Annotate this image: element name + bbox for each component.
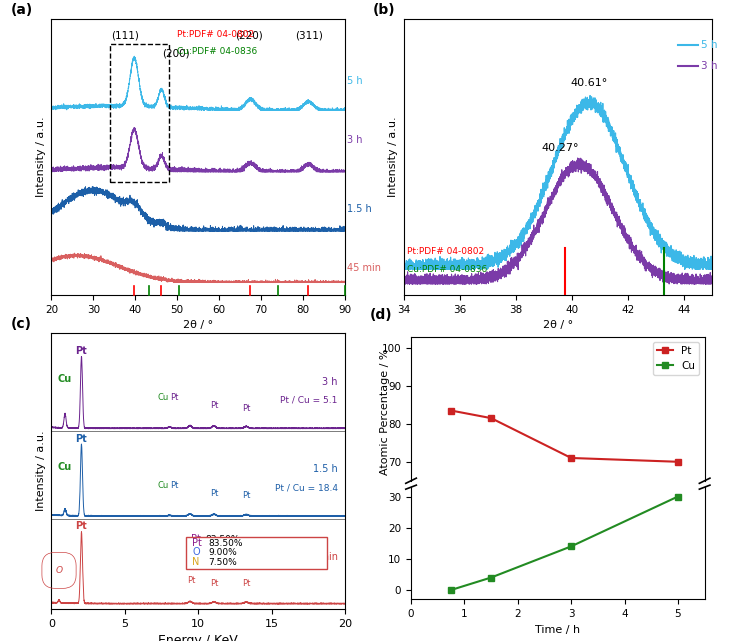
Text: 3 h: 3 h: [347, 135, 363, 145]
Text: Cu:PDF# 04-0836: Cu:PDF# 04-0836: [177, 47, 258, 56]
X-axis label: Time / h: Time / h: [535, 624, 581, 635]
X-axis label: 2θ / °: 2θ / °: [183, 320, 214, 330]
Text: Pt: Pt: [191, 534, 200, 544]
Text: (111): (111): [111, 31, 139, 41]
Text: Cu: Cu: [158, 394, 169, 403]
Text: Pt: Pt: [192, 538, 202, 548]
Text: Pt: Pt: [210, 488, 219, 497]
Text: O: O: [192, 547, 200, 558]
Y-axis label: Intensity / a.u.: Intensity / a.u.: [388, 117, 398, 197]
Text: 7.50%: 7.50%: [208, 558, 237, 567]
Text: O: O: [56, 566, 62, 575]
Text: (a): (a): [10, 3, 32, 17]
X-axis label: Energy / KeV: Energy / KeV: [159, 634, 238, 641]
Text: Atomic Percentage / %: Atomic Percentage / %: [380, 349, 390, 475]
Bar: [186, 537, 327, 569]
Text: 83.50%: 83.50%: [208, 539, 243, 548]
Text: Pt: Pt: [186, 576, 195, 585]
Text: 1.5 h: 1.5 h: [347, 204, 372, 213]
Text: 9.00%: 9.00%: [206, 547, 234, 556]
Text: 9.00%: 9.00%: [208, 548, 237, 558]
Text: Pt / Cu = 18.4: Pt / Cu = 18.4: [275, 483, 338, 492]
Text: 1.5 h: 1.5 h: [313, 465, 338, 474]
Text: Pt / Cu = 5.1: Pt / Cu = 5.1: [280, 396, 338, 405]
Text: (c): (c): [10, 317, 32, 331]
Legend: Pt, Cu: Pt, Cu: [653, 342, 700, 375]
X-axis label: 2θ / °: 2θ / °: [542, 320, 573, 330]
Text: N: N: [191, 557, 198, 567]
Y-axis label: Intensity / a.u.: Intensity / a.u.: [36, 117, 46, 197]
Text: 7.50%: 7.50%: [206, 558, 234, 567]
Text: 5 h: 5 h: [701, 40, 717, 49]
Text: Cu: Cu: [158, 481, 169, 490]
Text: Pt: Pt: [242, 491, 251, 500]
Text: (200): (200): [162, 48, 190, 58]
Text: Pt: Pt: [242, 579, 251, 588]
Text: (311): (311): [295, 31, 323, 41]
Text: Pt: Pt: [170, 481, 178, 490]
Text: Pt: Pt: [210, 579, 219, 588]
Text: Cu: Cu: [58, 462, 72, 472]
Text: N: N: [192, 557, 200, 567]
Text: Cu: Cu: [58, 374, 72, 384]
Bar: [110, 44, 169, 181]
Text: (220): (220): [235, 31, 262, 41]
Text: 5 h: 5 h: [347, 76, 363, 86]
Text: 3 h: 3 h: [701, 62, 717, 71]
Text: O: O: [191, 545, 198, 556]
Text: (d): (d): [370, 308, 393, 322]
Text: Pt: Pt: [76, 346, 87, 356]
Text: 83.50%: 83.50%: [206, 535, 240, 544]
Text: 45 min: 45 min: [347, 263, 381, 273]
Text: Pt:PDF# 04-0802: Pt:PDF# 04-0802: [407, 247, 484, 256]
Text: 40.27°: 40.27°: [542, 142, 579, 153]
Text: Pt: Pt: [170, 394, 178, 403]
Text: (b): (b): [373, 3, 396, 17]
Text: Pt: Pt: [210, 401, 219, 410]
Text: 45 min: 45 min: [304, 552, 338, 562]
Text: 3 h: 3 h: [322, 377, 338, 387]
Text: Pt: Pt: [242, 404, 251, 413]
Text: Cu:PDF# 04-0836: Cu:PDF# 04-0836: [407, 265, 487, 274]
Text: Pt: Pt: [76, 521, 87, 531]
Text: Pt:PDF# 04-0802: Pt:PDF# 04-0802: [177, 30, 255, 39]
Text: 40.61°: 40.61°: [570, 78, 608, 88]
Y-axis label: Intensity / a.u.: Intensity / a.u.: [36, 431, 46, 512]
Text: Pt: Pt: [76, 433, 87, 444]
